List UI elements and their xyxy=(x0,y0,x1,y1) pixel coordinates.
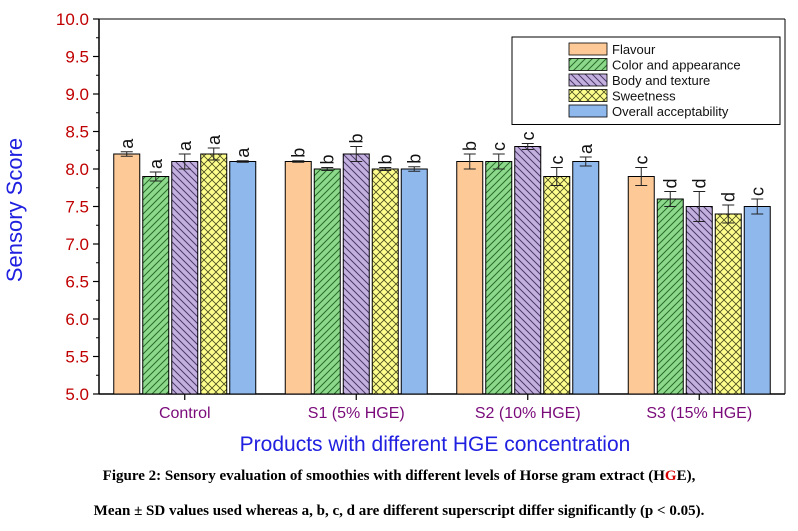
legend-swatch xyxy=(569,105,607,117)
bar-hatch xyxy=(200,154,227,394)
x-axis-title: Products with different HGE concentratio… xyxy=(240,433,631,456)
y-tick-label: 5.5 xyxy=(65,348,89,367)
bar-hatch xyxy=(372,169,399,394)
y-tick-label: 6.5 xyxy=(65,273,89,292)
legend-label: Overall acceptability xyxy=(612,104,729,119)
bar-hatch xyxy=(657,199,684,394)
significance-letter: d xyxy=(689,178,709,188)
y-tick-label: 8.5 xyxy=(65,123,89,142)
caption-highlight-letter: G xyxy=(664,468,677,484)
significance-letter: a xyxy=(576,143,596,154)
bar-hatch xyxy=(343,154,370,394)
caption-text-end: E), xyxy=(676,468,696,484)
bar xyxy=(113,154,140,394)
y-tick-label: 9.0 xyxy=(65,85,89,104)
y-tick-label: 10.0 xyxy=(56,10,89,29)
legend-swatch xyxy=(569,43,607,55)
bar xyxy=(285,161,312,394)
figure-caption-line-2: Mean ± SD values used whereas a, b, c, d… xyxy=(93,503,705,519)
bar xyxy=(456,161,483,394)
legend-swatch-outline xyxy=(568,89,608,102)
bar-hatch xyxy=(514,146,541,394)
significance-letter: d xyxy=(660,178,680,188)
bar-hatch xyxy=(715,214,742,394)
legend-box xyxy=(511,36,781,125)
bar-hatch xyxy=(485,161,512,394)
y-axis-title: Sensory Score xyxy=(2,138,27,282)
legend-label: Color and appearance xyxy=(612,58,741,73)
bar-hatch xyxy=(142,176,169,394)
significance-letter: b xyxy=(346,133,366,143)
sensory-bar-chart: 5.0 5.5 6.0 6.5 7.0 7.5 8.0 8.5 9.0 9.5 10.0 Contro… xyxy=(2,10,786,456)
y-tick-label: 7.0 xyxy=(65,235,89,254)
bar xyxy=(401,169,428,394)
legend-swatch-outline xyxy=(568,58,608,71)
x-category-label: S2 (10% HGE) xyxy=(475,405,581,422)
caption-text-start: Figure 2: Sensory evaluation of smoothie… xyxy=(102,468,665,484)
bar-hatch xyxy=(314,169,341,394)
bar xyxy=(229,161,256,394)
significance-letter: b xyxy=(288,148,308,158)
significance-letter: c xyxy=(489,142,509,151)
y-tick-label: 6.0 xyxy=(65,310,89,329)
legend-swatch-hatch xyxy=(569,58,607,71)
bar-hatch xyxy=(543,176,570,394)
significance-letter: a xyxy=(175,140,195,151)
bar xyxy=(572,161,599,394)
x-category-label: S3 (15% HGE) xyxy=(646,405,752,422)
significance-letter: b xyxy=(317,154,337,164)
significance-letter: c xyxy=(747,187,767,196)
x-category-label: Control xyxy=(159,405,211,422)
significance-letter: c xyxy=(518,132,538,141)
significance-letter: d xyxy=(718,192,738,202)
significance-letter: c xyxy=(631,156,651,165)
bar-hatch xyxy=(686,206,713,394)
significance-letter: a xyxy=(117,138,137,149)
legend-label: Flavour xyxy=(612,42,656,57)
y-tick-label: 7.5 xyxy=(65,198,89,217)
y-tick-label: 8.0 xyxy=(65,160,89,179)
significance-letter: a xyxy=(146,158,166,169)
legend-swatch-outline xyxy=(568,73,608,87)
y-tick-label: 9.5 xyxy=(65,48,89,67)
bar-hatch xyxy=(171,161,198,394)
legend-label: Body and texture xyxy=(612,73,710,88)
x-category-label: S1 (5% HGE) xyxy=(308,405,405,422)
legend-swatch-hatch xyxy=(569,89,607,102)
legend-swatch-hatch xyxy=(569,74,607,86)
legend-label: Sweetness xyxy=(612,89,676,104)
significance-letter: c xyxy=(547,156,567,165)
significance-letter: a xyxy=(204,134,224,145)
figure-caption-line-1: Figure 2: Sensory evaluation of smoothie… xyxy=(0,468,798,485)
significance-letter: b xyxy=(460,141,480,151)
bar xyxy=(744,206,771,394)
legend-swatch-outline xyxy=(568,104,608,118)
significance-letter: b xyxy=(375,154,395,164)
bar xyxy=(628,176,655,394)
significance-letter: b xyxy=(404,154,424,164)
significance-letter: a xyxy=(233,147,253,158)
y-tick-label: 5.0 xyxy=(65,385,89,404)
legend-swatch-outline xyxy=(568,42,608,56)
